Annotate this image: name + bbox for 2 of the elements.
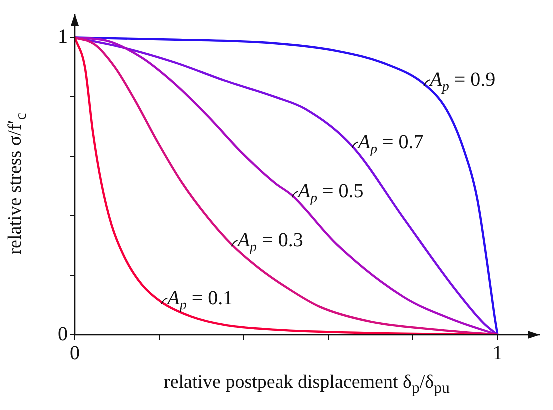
x-axis-title: relative postpeak displacement δ$_{p}$/δ$_{pu}$ (164, 372, 450, 398)
line-series (75, 36, 499, 335)
